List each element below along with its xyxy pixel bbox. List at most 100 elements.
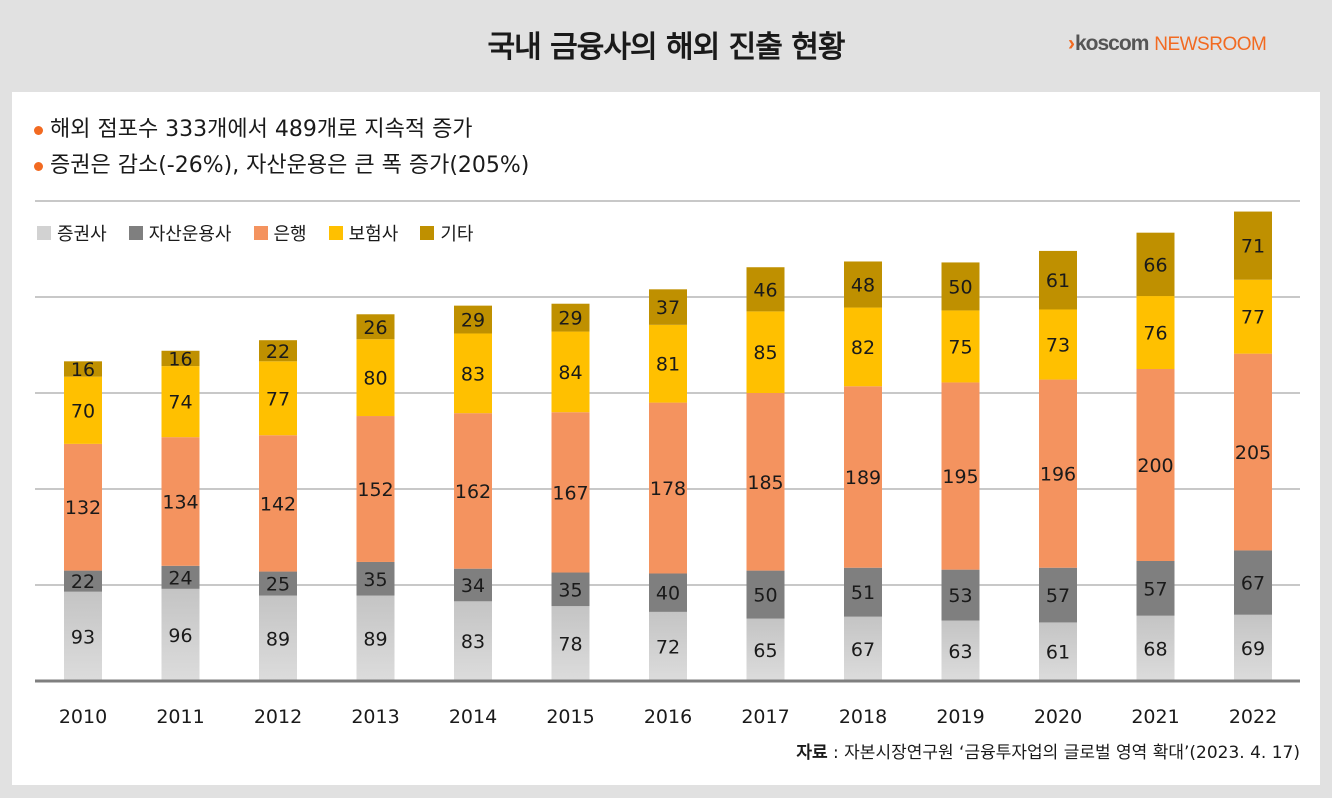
legend-item-other: 기타 (420, 220, 473, 246)
data-label: 189 (845, 467, 881, 489)
bar-segment (356, 595, 395, 681)
bar-segment (1234, 211, 1272, 280)
data-label: 25 (266, 574, 290, 596)
summary-bullet: 해외 점포수 333개에서 489개로 지속적 증가 (34, 112, 529, 148)
data-label: 50 (753, 585, 777, 607)
koscom-newsroom-logo[interactable]: ›koscom NEWSROOM (1068, 32, 1267, 56)
bar-segment (551, 303, 590, 332)
data-label: 57 (1046, 585, 1070, 607)
x-tick-label: 2012 (254, 706, 302, 728)
data-label: 67 (851, 639, 875, 661)
data-label: 22 (266, 341, 290, 363)
bar-segment (1136, 369, 1175, 561)
bar-segment (551, 331, 590, 413)
legend-swatch-icon (253, 226, 268, 240)
data-label: 16 (71, 359, 95, 381)
bar-segment (454, 568, 492, 602)
bar-segment (1039, 622, 1077, 681)
data-label: 68 (1143, 638, 1167, 660)
chart-panel: 해외 점포수 333개에서 489개로 지속적 증가 증권은 감소(-26%),… (12, 92, 1320, 785)
legend-label: 증권사 (57, 224, 107, 245)
bar-segment (746, 393, 785, 571)
data-label: 61 (1046, 270, 1070, 292)
data-label: 83 (461, 631, 485, 653)
bar-segment (551, 572, 590, 607)
bar-segment (844, 386, 882, 568)
data-label: 178 (650, 478, 686, 500)
data-label: 53 (948, 585, 972, 607)
data-label: 37 (656, 297, 680, 319)
chevron-right-icon: › (1068, 32, 1075, 55)
x-tick-label: 2010 (59, 706, 107, 728)
data-label: 167 (552, 482, 588, 504)
x-tick-label: 2011 (156, 706, 204, 728)
data-label: 40 (656, 583, 680, 605)
bar-segment (259, 435, 297, 572)
x-tick-label: 2022 (1229, 706, 1277, 728)
bar-segment (844, 567, 882, 617)
bar-segment (941, 382, 980, 570)
data-label: 196 (1040, 464, 1076, 486)
data-label: 73 (1046, 335, 1070, 357)
bar-segment (1039, 379, 1077, 568)
data-label: 132 (65, 497, 101, 519)
x-tick-label: 2019 (936, 706, 984, 728)
bar-segment (649, 289, 687, 325)
bar-segment (161, 366, 200, 438)
bar-segment (259, 361, 297, 436)
bullet-text: 해외 점포수 333개에서 489개로 지속적 증가 (50, 117, 473, 142)
bar-segment (356, 314, 395, 340)
data-label: 69 (1241, 638, 1265, 660)
legend-label: 보험사 (348, 224, 399, 245)
bar-segment (1136, 615, 1175, 681)
bar-segment (454, 333, 492, 414)
bar-segment (161, 588, 200, 681)
bar-segment (454, 413, 492, 569)
bar-segment (64, 361, 102, 377)
bar-segment (1039, 309, 1077, 380)
bar-segment (649, 402, 687, 574)
data-label: 83 (461, 363, 485, 385)
bar-segment (1234, 279, 1272, 354)
stacked-bar-chart: 93 22 132 70 16 96 24 134 74 16 89 25 142 77 22 89 35 152… (35, 200, 1300, 728)
data-label: 29 (461, 310, 485, 332)
bar-segment (1136, 232, 1175, 297)
data-label: 70 (71, 400, 95, 422)
bar-segment (941, 310, 980, 383)
data-label: 81 (656, 354, 680, 376)
bar-segment (64, 376, 102, 444)
bar-segment (1234, 550, 1272, 615)
chart-title: 국내 금융사의 해외 진출 현황 (487, 30, 846, 65)
data-label: 185 (747, 472, 783, 494)
data-label: 24 (168, 567, 192, 589)
bar-segment (64, 570, 102, 592)
bar-segment (1234, 353, 1272, 551)
bar-segment (64, 443, 102, 571)
summary-bullet: 증권은 감소(-26%), 자산운용은 큰 폭 증가(205%) (34, 148, 529, 184)
bar-segment (551, 412, 590, 573)
legend-item-bank: 은행 (253, 220, 307, 246)
data-label: 48 (851, 275, 875, 297)
data-label: 200 (1137, 455, 1173, 477)
bar-segment (844, 261, 882, 308)
x-tick-label: 2017 (741, 706, 789, 728)
bar-segment (746, 570, 785, 619)
bar-segment (1039, 250, 1077, 310)
data-label: 72 (656, 636, 680, 658)
data-label: 77 (1241, 307, 1265, 329)
data-label: 96 (168, 625, 192, 647)
logo-brand: koscom (1075, 32, 1149, 55)
bar-segment (454, 601, 492, 681)
bar-segment (161, 437, 200, 566)
legend-item-asset-management: 자산운용사 (128, 220, 232, 246)
bar-segment (649, 324, 687, 403)
x-tick-label: 2018 (839, 706, 887, 728)
bar-segment (1136, 561, 1175, 616)
data-label: 75 (948, 336, 972, 358)
legend-swatch-icon (128, 226, 143, 240)
bar-segment (844, 616, 882, 681)
data-label: 16 (168, 348, 192, 370)
bar-segment (649, 573, 687, 612)
data-label: 93 (71, 626, 95, 648)
bar-segment (941, 262, 980, 311)
